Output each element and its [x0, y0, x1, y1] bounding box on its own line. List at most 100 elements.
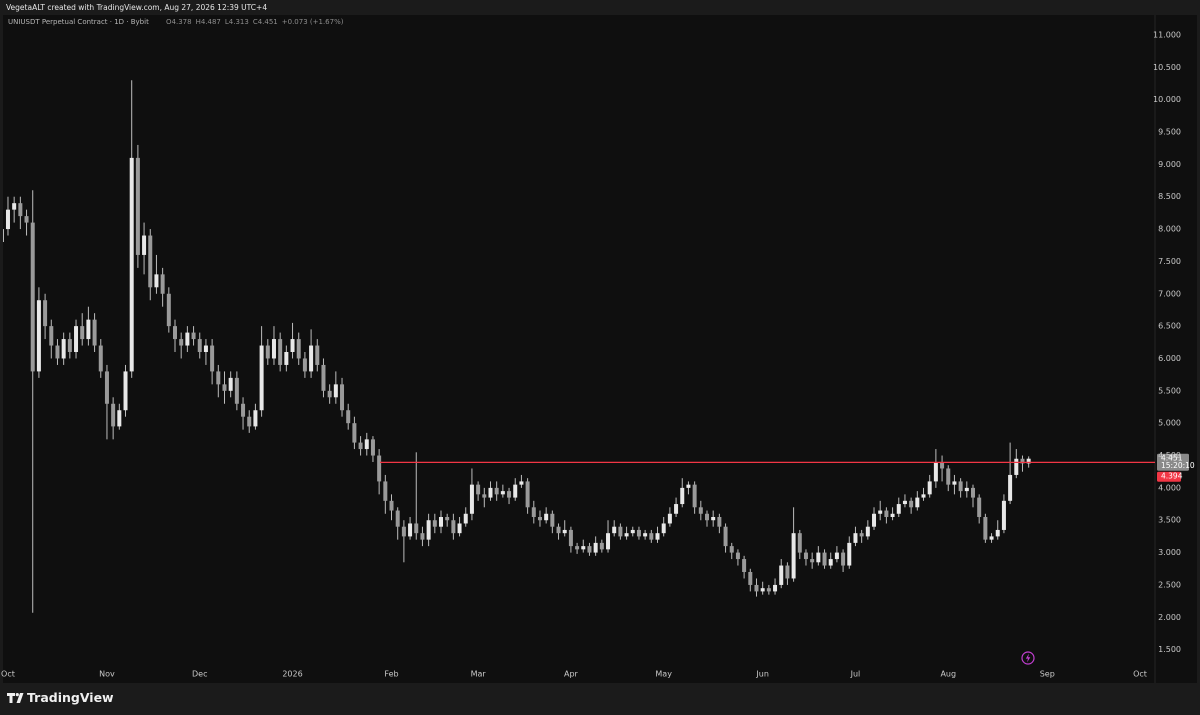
y-tick-label: 5.500 [1158, 386, 1181, 395]
candle-body [556, 526, 561, 534]
candle-body [977, 497, 982, 517]
candle-body [265, 345, 270, 359]
candle-body [500, 491, 505, 495]
y-tick-label: 9.500 [1158, 128, 1181, 137]
candle-body [395, 510, 400, 527]
y-tick-label: 6.000 [1158, 354, 1181, 363]
candle-body [655, 533, 660, 540]
y-tick-label: 9.000 [1158, 160, 1181, 169]
ohlc-legend: O4.378 H4.487 L4.313 C4.451 +0.073 (+1.67%) [166, 18, 344, 26]
candle-body [537, 517, 542, 521]
candle-body [203, 345, 208, 352]
candle-body [315, 345, 320, 365]
candle-body [692, 484, 697, 508]
candle-body [123, 371, 128, 411]
candle-body [86, 319, 91, 340]
y-tick-label: 10.000 [1153, 95, 1181, 104]
candle-body [1026, 458, 1031, 464]
plot-background [3, 15, 1197, 683]
x-tick-label: Feb [384, 670, 398, 679]
candle-body [463, 513, 468, 524]
candle-body [519, 481, 524, 485]
candle-body [309, 345, 314, 372]
countdown-label: 15:20:10 [1161, 461, 1195, 470]
candle-body [142, 235, 147, 255]
candle-body [1014, 458, 1019, 475]
candle-body [760, 588, 765, 592]
candle-body [247, 416, 252, 427]
candle-body [61, 339, 66, 359]
x-tick-label: Mar [471, 670, 487, 679]
legend-item: L4.313 [225, 18, 249, 26]
candle-body [630, 529, 635, 534]
level-price-box [1157, 471, 1181, 482]
candle-body [352, 423, 357, 443]
candle-body [358, 442, 363, 450]
candle-body [748, 572, 753, 585]
y-tick-label: 4.500 [1158, 451, 1181, 460]
candle-body [865, 526, 870, 537]
candle-body [278, 339, 283, 365]
x-tick-label: Oct [1, 670, 15, 679]
candle-body [148, 235, 153, 288]
footer-logo: TradingView [7, 690, 114, 705]
candle-body [847, 542, 852, 566]
candle-body [544, 513, 549, 521]
candle-body [711, 517, 716, 521]
y-tick-label: 8.000 [1158, 225, 1181, 234]
candle-body [766, 588, 771, 592]
y-tick-label: 5.000 [1158, 419, 1181, 428]
candle-body [432, 520, 437, 527]
candle-body [222, 384, 227, 391]
candle-body [562, 529, 567, 534]
y-tick-label: 7.000 [1158, 289, 1181, 298]
candle-body [488, 487, 493, 498]
candle-body [302, 358, 307, 372]
candle-body [550, 513, 555, 527]
candle-body [1008, 474, 1013, 501]
candle-body [599, 542, 604, 550]
candle-body [946, 468, 951, 485]
candle-body [445, 517, 450, 521]
candle-body [370, 439, 375, 456]
candle-body [606, 533, 611, 550]
candle-body [581, 546, 586, 550]
candle-body [816, 552, 821, 563]
candle-body [18, 203, 23, 217]
candle-body [940, 462, 945, 469]
candle-body [117, 410, 122, 427]
candle-body [680, 487, 685, 505]
candle-body [729, 546, 734, 553]
y-tick-label: 1.500 [1158, 645, 1181, 654]
candle-body [878, 510, 883, 514]
candle-body [661, 523, 666, 534]
candle-body [253, 410, 258, 427]
candle-body [575, 546, 580, 550]
candle-body [438, 517, 443, 527]
candle-body [872, 513, 877, 527]
candle-body [104, 371, 109, 404]
y-tick-label: 7.500 [1158, 257, 1181, 266]
candle-body [12, 203, 17, 210]
candle-body [964, 487, 969, 492]
candle-body [80, 326, 85, 340]
candle-body [290, 339, 295, 352]
x-tick-label: 2026 [282, 670, 302, 679]
x-tick-label: Dec [192, 670, 207, 679]
candle-body [55, 345, 60, 359]
candle-body [624, 533, 629, 537]
candle-body [723, 526, 728, 547]
candle-body [228, 377, 233, 391]
candle-body [457, 523, 462, 534]
candle-body [859, 533, 864, 537]
candle-body [210, 345, 215, 372]
candle-body [389, 500, 394, 511]
candle-body [111, 403, 116, 427]
candle-body [216, 371, 221, 385]
last-price-label: 4.451 [1161, 454, 1183, 463]
candle-body [717, 517, 722, 527]
x-tick-label: Apr [564, 670, 579, 679]
candle-body [284, 352, 289, 365]
candle-body [296, 339, 301, 359]
y-tick-label: 3.000 [1158, 548, 1181, 557]
